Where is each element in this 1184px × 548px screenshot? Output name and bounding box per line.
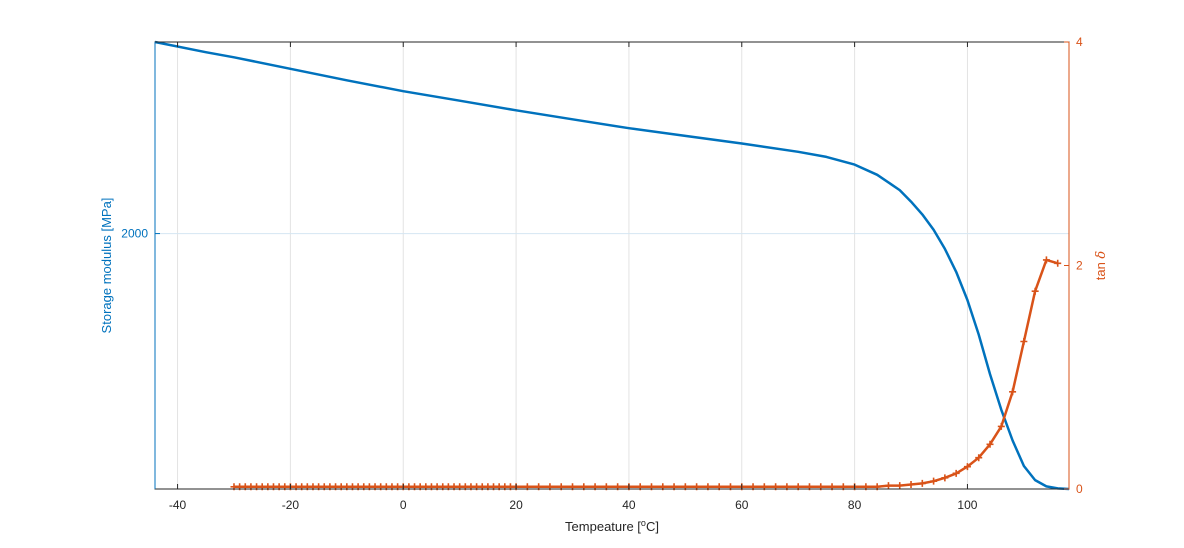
tan-delta-point [896,482,904,490]
tan-delta-point [1009,388,1017,396]
tan-delta-point [975,454,983,462]
tan-delta-point [930,477,938,485]
series-layer [154,40,1070,491]
tan-delta-point [997,422,1005,430]
tan-delta-point [963,463,971,471]
tan-delta-point [884,482,892,490]
y-right-tick-label: 2 [1076,259,1083,273]
x-tick-label: 20 [509,498,523,512]
plot-area-border [154,41,1070,490]
tan-delta-point [1031,287,1039,295]
x-tick-label: -20 [282,498,300,512]
tan-delta-point [952,469,960,477]
x-tick-label: 80 [848,498,862,512]
tan-delta-line [234,258,1059,489]
x-axis-label: Tempeature [oC] [565,518,659,534]
tan-delta-point [918,479,926,487]
x-tick-label: 40 [622,498,636,512]
x-tick-label: 60 [735,498,749,512]
y-axis-right-label-symbol: δ [1094,251,1109,259]
tan-delta-point [941,474,949,482]
y-right-tick-label: 4 [1076,35,1083,49]
x-axis-label-unit: C] [646,519,659,534]
ticks-and-labels: -40 -20 0 20 40 60 80 100 2000 0 2 4 [121,35,1083,512]
tan-delta-point [1054,259,1062,267]
tan-delta-point [907,481,915,489]
x-axis-label-text: Tempeature [ [565,519,641,534]
x-axis-label-unit-superscript: o [641,518,646,528]
tan-delta-point [1020,337,1028,345]
y-axis-right-label: tan δ [1093,251,1109,281]
tan-delta-point [986,440,994,448]
y-right-tick-label: 0 [1076,482,1083,496]
storage-modulus-line [154,40,1070,491]
y-axis-right-label-prefix: tan [1093,259,1108,281]
x-tick-label: 0 [400,498,407,512]
y-left-tick-label: 2000 [121,227,148,241]
tan-delta-point [1042,256,1050,264]
x-tick-label: -40 [169,498,187,512]
x-tick-label: 100 [957,498,977,512]
grid-lines [155,42,1069,489]
y-axis-left-label: Storage modulus [MPa] [99,198,114,334]
